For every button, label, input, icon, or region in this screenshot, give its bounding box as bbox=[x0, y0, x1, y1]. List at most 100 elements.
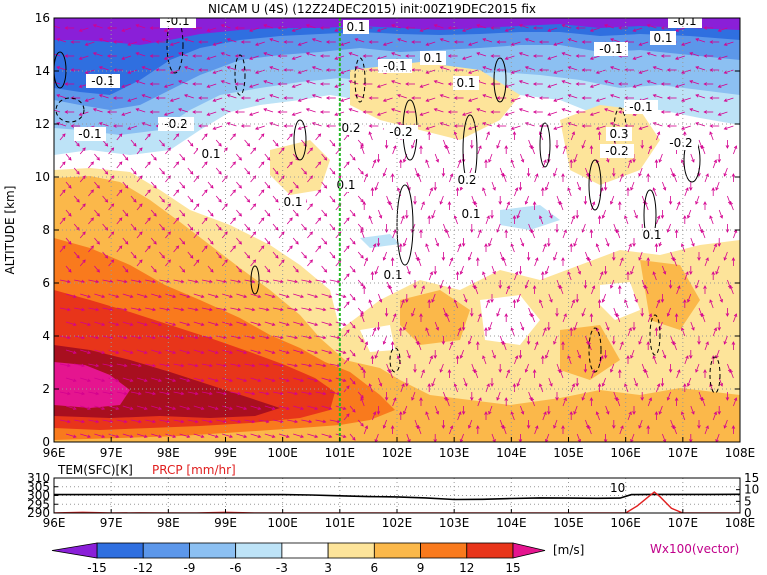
wind-vector-head bbox=[166, 391, 171, 396]
wind-vector-head bbox=[733, 145, 738, 150]
wind-vector bbox=[539, 215, 544, 225]
wind-vector-head bbox=[87, 294, 91, 299]
wind-vector-head bbox=[656, 299, 661, 304]
wind-vector-head bbox=[152, 307, 157, 312]
wind-vector-head bbox=[70, 124, 75, 128]
wind-vector-head bbox=[309, 203, 313, 208]
wind-vector bbox=[59, 363, 71, 367]
wind-vector-head bbox=[214, 434, 219, 439]
wind-vector bbox=[488, 237, 493, 247]
wind-vector bbox=[142, 66, 152, 71]
wind-vector bbox=[417, 173, 422, 183]
wind-vector-head bbox=[64, 26, 69, 30]
wind-vector-head bbox=[421, 285, 425, 290]
wind-vector bbox=[215, 195, 222, 203]
wind-vector bbox=[411, 139, 416, 149]
wind-vector-head bbox=[322, 419, 327, 424]
wind-vector-head bbox=[368, 131, 372, 136]
wind-vector bbox=[596, 243, 600, 253]
wind-vector bbox=[349, 209, 356, 217]
patch-white-east-c bbox=[360, 325, 395, 352]
wind-vector-head bbox=[615, 229, 620, 234]
wind-vector bbox=[244, 419, 255, 423]
wind-vector bbox=[525, 66, 535, 71]
wind-vector-head bbox=[195, 259, 200, 264]
wind-vector bbox=[193, 433, 204, 438]
wind-vector-head bbox=[149, 26, 154, 30]
wind-vector-head bbox=[496, 312, 500, 317]
wind-vector bbox=[179, 181, 185, 189]
wind-vector bbox=[269, 66, 280, 71]
wind-vector-head bbox=[72, 350, 77, 355]
wind-vector-head bbox=[681, 42, 685, 46]
wind-vector-head bbox=[419, 313, 423, 317]
wind-vector-head bbox=[354, 66, 359, 70]
wind-vector-head bbox=[252, 147, 257, 152]
wind-vector bbox=[230, 279, 241, 283]
wind-vector-head bbox=[435, 242, 440, 247]
wind-vector bbox=[130, 251, 137, 259]
wind-vector-head bbox=[308, 335, 313, 340]
wind-vector bbox=[207, 181, 214, 189]
wind-vector bbox=[553, 41, 564, 46]
wind-vector-head bbox=[646, 173, 650, 177]
wind-vector-head bbox=[95, 335, 100, 340]
wind-vector-head bbox=[224, 231, 228, 236]
wind-vector bbox=[216, 307, 227, 311]
wind-vector bbox=[446, 313, 450, 323]
wind-vector-head bbox=[709, 215, 713, 220]
wind-vector-head bbox=[90, 245, 94, 250]
wind-vector-head bbox=[141, 122, 146, 126]
wind-vector bbox=[709, 131, 714, 141]
wind-vector bbox=[372, 243, 376, 253]
wind-vector-head bbox=[575, 299, 579, 303]
wind-vector bbox=[130, 139, 137, 147]
wind-vector-head bbox=[695, 66, 700, 70]
wind-vector-head bbox=[249, 56, 253, 60]
wind-vector-head bbox=[571, 299, 576, 304]
wind-vector bbox=[250, 433, 261, 438]
wind-vector-head bbox=[155, 96, 160, 100]
wind-vector bbox=[656, 383, 660, 393]
wind-vector-head bbox=[167, 231, 171, 236]
wind-vector bbox=[329, 391, 340, 395]
wind-vector bbox=[187, 363, 198, 367]
wind-vector bbox=[343, 161, 350, 169]
wind-vector bbox=[216, 391, 227, 395]
wind-vector bbox=[56, 66, 67, 71]
wind-vector bbox=[482, 122, 493, 127]
wind-vector-head bbox=[433, 80, 438, 84]
vector-legend-label: Wx100(vector) bbox=[650, 542, 739, 556]
wind-vector-head bbox=[561, 24, 566, 28]
wind-vector bbox=[733, 313, 737, 323]
wind-vector bbox=[278, 231, 285, 239]
wind-vector-head bbox=[376, 327, 381, 331]
wind-vector bbox=[689, 108, 700, 113]
wind-vector bbox=[687, 293, 692, 303]
wind-vector bbox=[179, 293, 190, 298]
wind-vector-head bbox=[206, 56, 211, 60]
wind-vector bbox=[343, 273, 350, 281]
wind-vector-head bbox=[683, 299, 687, 303]
wind-vector-head bbox=[382, 172, 387, 177]
contour-line bbox=[649, 314, 661, 356]
wind-vector bbox=[250, 259, 256, 267]
wind-vector bbox=[727, 195, 731, 205]
wind-vector-head bbox=[181, 184, 186, 189]
wind-vector bbox=[542, 327, 547, 337]
wind-vector bbox=[315, 335, 326, 339]
wind-vector-head bbox=[640, 145, 644, 149]
wind-vector bbox=[712, 327, 717, 337]
wind-vector bbox=[619, 257, 624, 267]
wind-vector-head bbox=[638, 172, 642, 177]
wind-vector-head bbox=[158, 434, 162, 439]
wind-vector-head bbox=[82, 147, 86, 152]
wind-vector-head bbox=[656, 131, 661, 136]
svg-text:0.1: 0.1 bbox=[346, 20, 365, 34]
wind-vector bbox=[698, 391, 703, 401]
sub-y-tick-label-right: 15 bbox=[744, 471, 759, 485]
wind-vector-head bbox=[447, 369, 452, 373]
wind-vector-head bbox=[609, 284, 614, 289]
wind-vector-head bbox=[269, 66, 274, 70]
wind-vector bbox=[236, 237, 242, 245]
